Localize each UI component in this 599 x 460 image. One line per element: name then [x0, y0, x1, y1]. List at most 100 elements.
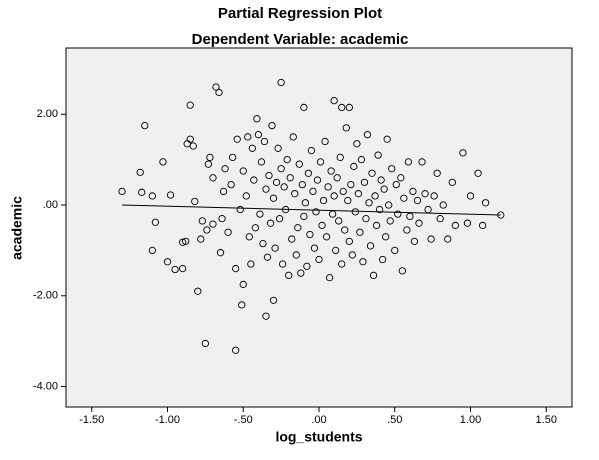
y-tick-label: -4.00 — [33, 380, 58, 392]
point — [368, 169, 376, 177]
point — [212, 83, 220, 91]
point — [394, 210, 402, 218]
point — [345, 237, 353, 245]
point — [350, 162, 358, 171]
point — [421, 190, 429, 198]
point — [209, 220, 217, 228]
point — [304, 169, 313, 177]
point — [277, 165, 285, 173]
point — [385, 201, 393, 209]
point — [218, 214, 226, 223]
point — [351, 208, 360, 216]
point — [206, 153, 214, 162]
point — [232, 264, 240, 273]
y-tick-label: -2.00 — [33, 290, 58, 302]
point — [278, 260, 287, 268]
point — [444, 235, 452, 243]
point — [283, 155, 291, 164]
x-tick-label: 1.50 — [536, 414, 557, 426]
point — [307, 146, 316, 155]
point — [338, 260, 346, 268]
point — [404, 158, 413, 166]
point — [463, 219, 472, 227]
point — [201, 339, 210, 348]
point — [327, 167, 335, 175]
point — [324, 183, 332, 191]
point — [356, 228, 364, 236]
point — [319, 196, 328, 205]
point — [391, 246, 399, 255]
point — [316, 158, 325, 166]
point — [366, 242, 375, 250]
point — [166, 191, 175, 199]
point — [309, 187, 317, 196]
point — [295, 160, 303, 168]
x-tick-label: .00 — [311, 414, 326, 426]
point — [269, 194, 278, 202]
x-tick-label: .50 — [387, 414, 402, 426]
point — [179, 264, 187, 273]
point — [380, 185, 388, 193]
point — [372, 221, 381, 230]
point — [141, 121, 149, 130]
point — [242, 192, 250, 200]
point — [363, 131, 372, 139]
point — [354, 190, 363, 198]
point — [375, 205, 384, 214]
point — [238, 301, 246, 309]
point — [374, 151, 382, 159]
point — [300, 212, 308, 221]
point — [294, 224, 302, 232]
point — [388, 165, 396, 173]
point — [228, 153, 237, 162]
point — [300, 103, 308, 112]
point — [186, 101, 194, 109]
fit-line — [122, 204, 501, 216]
chart-title: Partial Regression Plot — [218, 5, 382, 22]
y-tick-label: 2.00 — [37, 108, 58, 120]
point — [268, 121, 276, 130]
point — [398, 267, 406, 275]
x-tick-label: -1.50 — [79, 414, 104, 426]
point — [403, 226, 411, 234]
point — [382, 233, 390, 241]
point — [271, 244, 279, 252]
x-tick-label: -.50 — [234, 414, 253, 426]
point — [277, 78, 285, 87]
point — [362, 214, 370, 223]
point — [478, 221, 487, 230]
point — [345, 103, 353, 112]
point — [265, 171, 273, 180]
x-tick-label: 1.00 — [460, 414, 481, 426]
y-axis-label: academic — [9, 196, 25, 260]
point — [335, 217, 343, 225]
point — [333, 174, 341, 182]
point — [448, 178, 456, 186]
point — [330, 192, 338, 200]
point — [298, 180, 306, 189]
point — [360, 178, 369, 186]
point — [272, 178, 281, 186]
point — [371, 192, 379, 200]
point — [339, 187, 347, 196]
point — [397, 174, 405, 182]
point — [216, 249, 225, 257]
point — [250, 176, 258, 184]
plot-area — [65, 47, 573, 408]
point — [303, 262, 311, 270]
point — [378, 255, 387, 264]
point — [163, 258, 172, 266]
point — [451, 221, 459, 230]
point — [257, 158, 266, 166]
point — [406, 212, 414, 221]
point — [219, 187, 228, 196]
point — [179, 238, 187, 246]
point — [430, 192, 438, 200]
point — [318, 221, 326, 230]
point — [148, 192, 157, 200]
point — [247, 260, 255, 268]
point — [275, 214, 284, 223]
point — [159, 158, 167, 166]
point — [344, 196, 352, 205]
point — [215, 88, 223, 97]
